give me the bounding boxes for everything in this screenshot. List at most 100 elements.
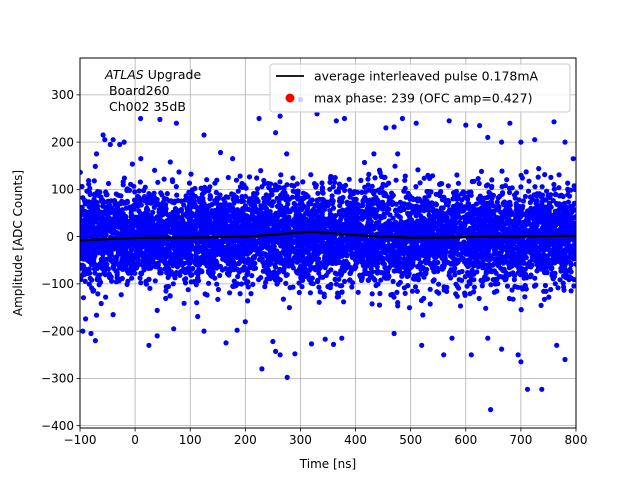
- scatter-point: [98, 300, 104, 307]
- scatter-point: [489, 218, 495, 224]
- scatter-point: [341, 299, 347, 305]
- scatter-point: [421, 175, 427, 181]
- scatter-point: [227, 290, 233, 296]
- scatter-point: [126, 187, 133, 193]
- scatter-point: [504, 283, 511, 289]
- scatter-point: [419, 249, 425, 255]
- scatter-point: [173, 184, 179, 190]
- scatter-point: [235, 188, 241, 194]
- scatter-point: [242, 193, 248, 199]
- scatter-point: [375, 281, 381, 287]
- scatter-point: [141, 187, 147, 194]
- scatter-point: [539, 184, 545, 190]
- scatter-point: [321, 294, 327, 300]
- scatter-point: [395, 151, 401, 157]
- scatter-point: [346, 176, 352, 182]
- scatter-point: [235, 198, 241, 204]
- scatter-point: [483, 305, 489, 311]
- scatter-point: [307, 198, 314, 204]
- scatter-point: [372, 175, 378, 181]
- scatter-point: [159, 252, 165, 258]
- scatter-point: [355, 289, 361, 295]
- scatter-point: [167, 293, 173, 299]
- scatter-point: [154, 307, 160, 313]
- scatter-point: [414, 288, 420, 294]
- scatter-point: [287, 260, 293, 266]
- scatter-point: [459, 268, 465, 275]
- scatter-point: [169, 177, 175, 183]
- scatter-point: [391, 268, 397, 274]
- scatter-point: [315, 277, 321, 283]
- scatter-point: [320, 189, 326, 195]
- scatter-point: [360, 263, 366, 269]
- scatter-point: [420, 312, 426, 318]
- scatter-point: [427, 301, 433, 307]
- scatter-point: [469, 178, 475, 185]
- scatter-point: [174, 192, 180, 198]
- scatter-point: [250, 281, 256, 287]
- scatter-point: [290, 188, 296, 194]
- scatter-point: [544, 188, 550, 194]
- scatter-point: [369, 301, 375, 307]
- scatter-point: [328, 267, 334, 273]
- scatter-point: [341, 278, 348, 284]
- scatter-point: [186, 180, 193, 186]
- scatter-point: [327, 285, 333, 291]
- scatter-point: [137, 210, 144, 217]
- scatter-point: [390, 215, 396, 221]
- scatter-point: [462, 274, 468, 280]
- scatter-point: [387, 212, 393, 218]
- scatter-point: [568, 288, 574, 294]
- scatter-point: [332, 270, 338, 276]
- scatter-point: [93, 312, 100, 318]
- scatter-point: [129, 161, 135, 167]
- scatter-point: [494, 199, 500, 205]
- scatter-point: [504, 177, 510, 183]
- scatter-point: [128, 247, 134, 253]
- scatter-point: [195, 313, 201, 320]
- scatter-point: [130, 266, 136, 272]
- scatter-point: [496, 207, 502, 213]
- scatter-point: [488, 282, 494, 288]
- scatter-point: [315, 190, 321, 196]
- scatter-point: [509, 287, 515, 293]
- scatter-point: [152, 167, 158, 173]
- scatter-point: [361, 159, 368, 166]
- scatter-point: [393, 207, 399, 213]
- scatter-point: [246, 199, 252, 205]
- scatter-point: [231, 278, 237, 284]
- scatter-point: [349, 251, 355, 257]
- scatter-point: [202, 291, 208, 297]
- scatter-point: [376, 302, 383, 308]
- scatter-point: [571, 283, 576, 289]
- scatter-point: [376, 219, 382, 225]
- scatter-point: [237, 173, 243, 179]
- scatter-point: [412, 284, 419, 290]
- scatter-point: [417, 180, 423, 186]
- scatter-point: [371, 151, 377, 157]
- scatter-point: [555, 285, 561, 291]
- scatter-point: [226, 224, 232, 230]
- scatter-point: [402, 290, 408, 296]
- scatter-point: [364, 211, 370, 217]
- scatter-point: [298, 275, 304, 281]
- scatter-point: [548, 286, 554, 293]
- scatter-point: [245, 284, 251, 290]
- scatter-point: [316, 284, 322, 290]
- scatter-point: [103, 294, 109, 300]
- scatter-point: [245, 269, 251, 275]
- scatter-point: [248, 291, 254, 297]
- scatter-point: [215, 296, 221, 302]
- scatter-point: [307, 290, 313, 296]
- scatter-point: [366, 171, 372, 177]
- scatter-point: [137, 179, 143, 185]
- scatter-point: [277, 266, 283, 272]
- scatter-point: [291, 206, 297, 212]
- scatter-point: [308, 172, 314, 178]
- scatter-point: [347, 188, 353, 194]
- scatter-point: [97, 279, 104, 285]
- scatter-point: [158, 270, 164, 276]
- scatter-point: [390, 278, 396, 284]
- scatter-point: [342, 244, 348, 250]
- scatter-point: [165, 274, 171, 280]
